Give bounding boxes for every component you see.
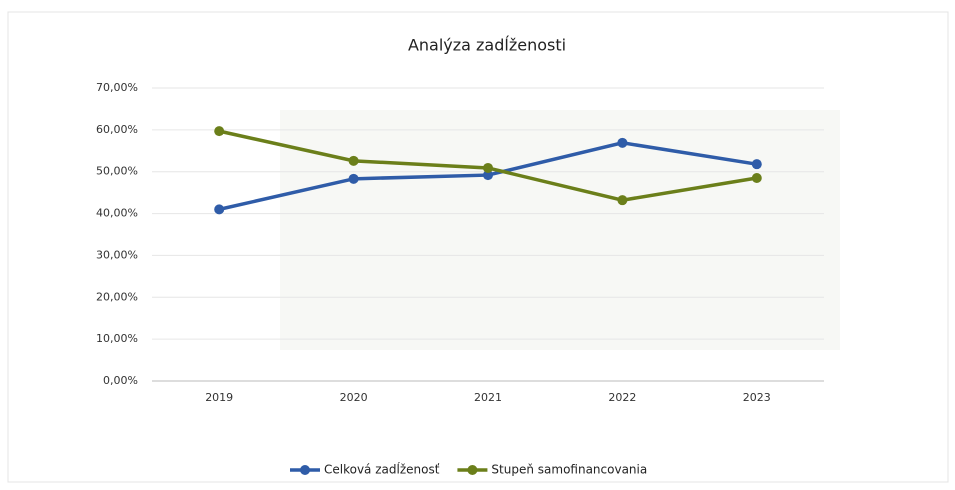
x-tick-label: 2023 [743, 391, 771, 404]
point [752, 173, 762, 183]
point [752, 159, 762, 169]
legend-marker [467, 465, 477, 475]
point [617, 195, 627, 205]
point [349, 174, 359, 184]
background-image [280, 110, 840, 350]
chart-title: Analýza zadĺženosti [408, 36, 566, 55]
x-tick-label: 2019 [205, 391, 233, 404]
y-tick-label: 40,00% [96, 207, 138, 220]
x-tick-label: 2021 [474, 391, 502, 404]
y-tick-label: 10,00% [96, 332, 138, 345]
y-tick-label: 50,00% [96, 165, 138, 178]
chart: Analýza zadĺženosti 0,00% 10,00% 20,00% 30,… [0, 0, 955, 490]
legend-label: Stupeň samofinancovania [491, 463, 647, 477]
page: Analýza zadĺženosti 0,00% 10,00% 20,00% 30,… [0, 0, 955, 490]
y-tick-label: 0,00% [103, 374, 138, 387]
point [617, 138, 627, 148]
legend-label: Celková zadĺženosť [324, 462, 440, 477]
y-tick-label: 60,00% [96, 123, 138, 136]
point [214, 204, 224, 214]
point [214, 126, 224, 136]
x-tick-label: 2022 [608, 391, 636, 404]
y-tick-label: 30,00% [96, 248, 138, 261]
y-tick-label: 20,00% [96, 290, 138, 303]
point [349, 156, 359, 166]
legend-marker [300, 465, 310, 475]
y-tick-label: 70,00% [96, 81, 138, 94]
point [483, 163, 493, 173]
x-tick-label: 2020 [340, 391, 368, 404]
